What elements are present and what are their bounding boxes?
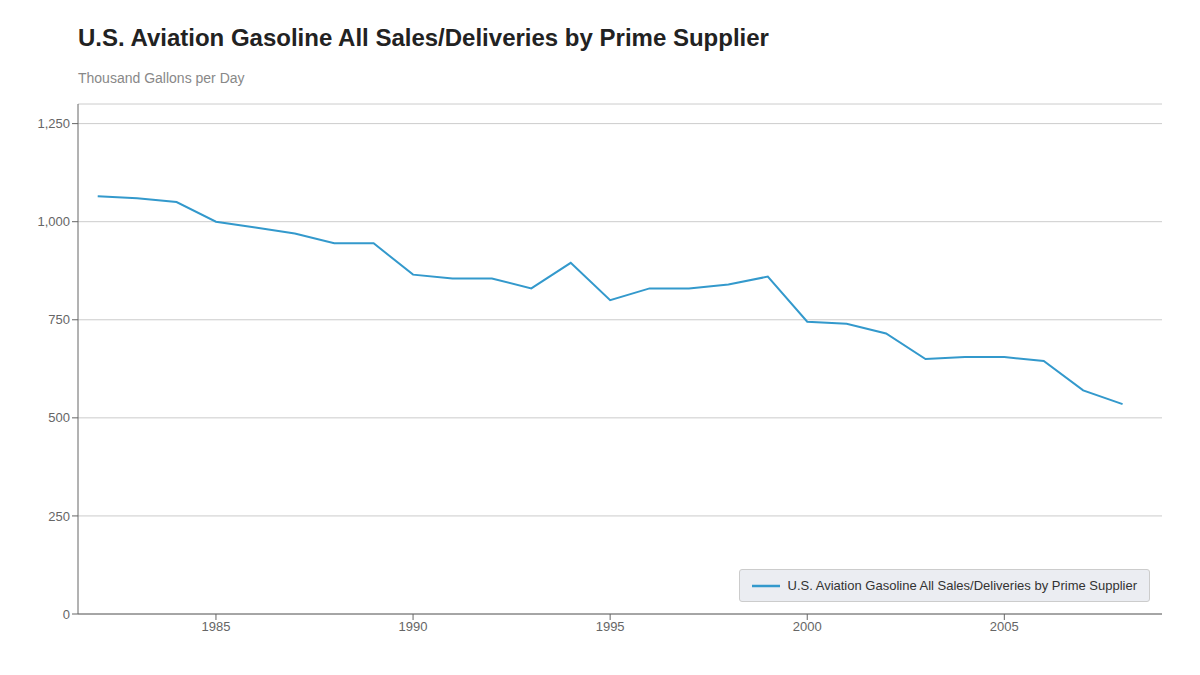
svg-text:1985: 1985	[202, 619, 231, 634]
svg-text:1990: 1990	[399, 619, 428, 634]
html-text:U.S. Aviation Gasoline All Sal: U.S. Aviation Gasoline All Sales/Deliver…	[787, 578, 1137, 593]
svg-text:1,000: 1,000	[37, 214, 70, 229]
svg-text:0: 0	[63, 607, 70, 622]
svg-text:250: 250	[48, 509, 70, 524]
svg-text:2005: 2005	[990, 619, 1019, 634]
svg-text:750: 750	[48, 312, 70, 327]
html-text:U.S. Aviation Gasoline All Sal: U.S. Aviation Gasoline All Sales/Deliver…	[78, 24, 769, 51]
html-text:Thousand Gallons per Day: Thousand Gallons per Day	[78, 70, 245, 86]
svg-text:1995: 1995	[596, 619, 625, 634]
svg-text:1,250: 1,250	[37, 116, 70, 131]
svg-text:500: 500	[48, 410, 70, 425]
svg-text:2000: 2000	[793, 619, 822, 634]
